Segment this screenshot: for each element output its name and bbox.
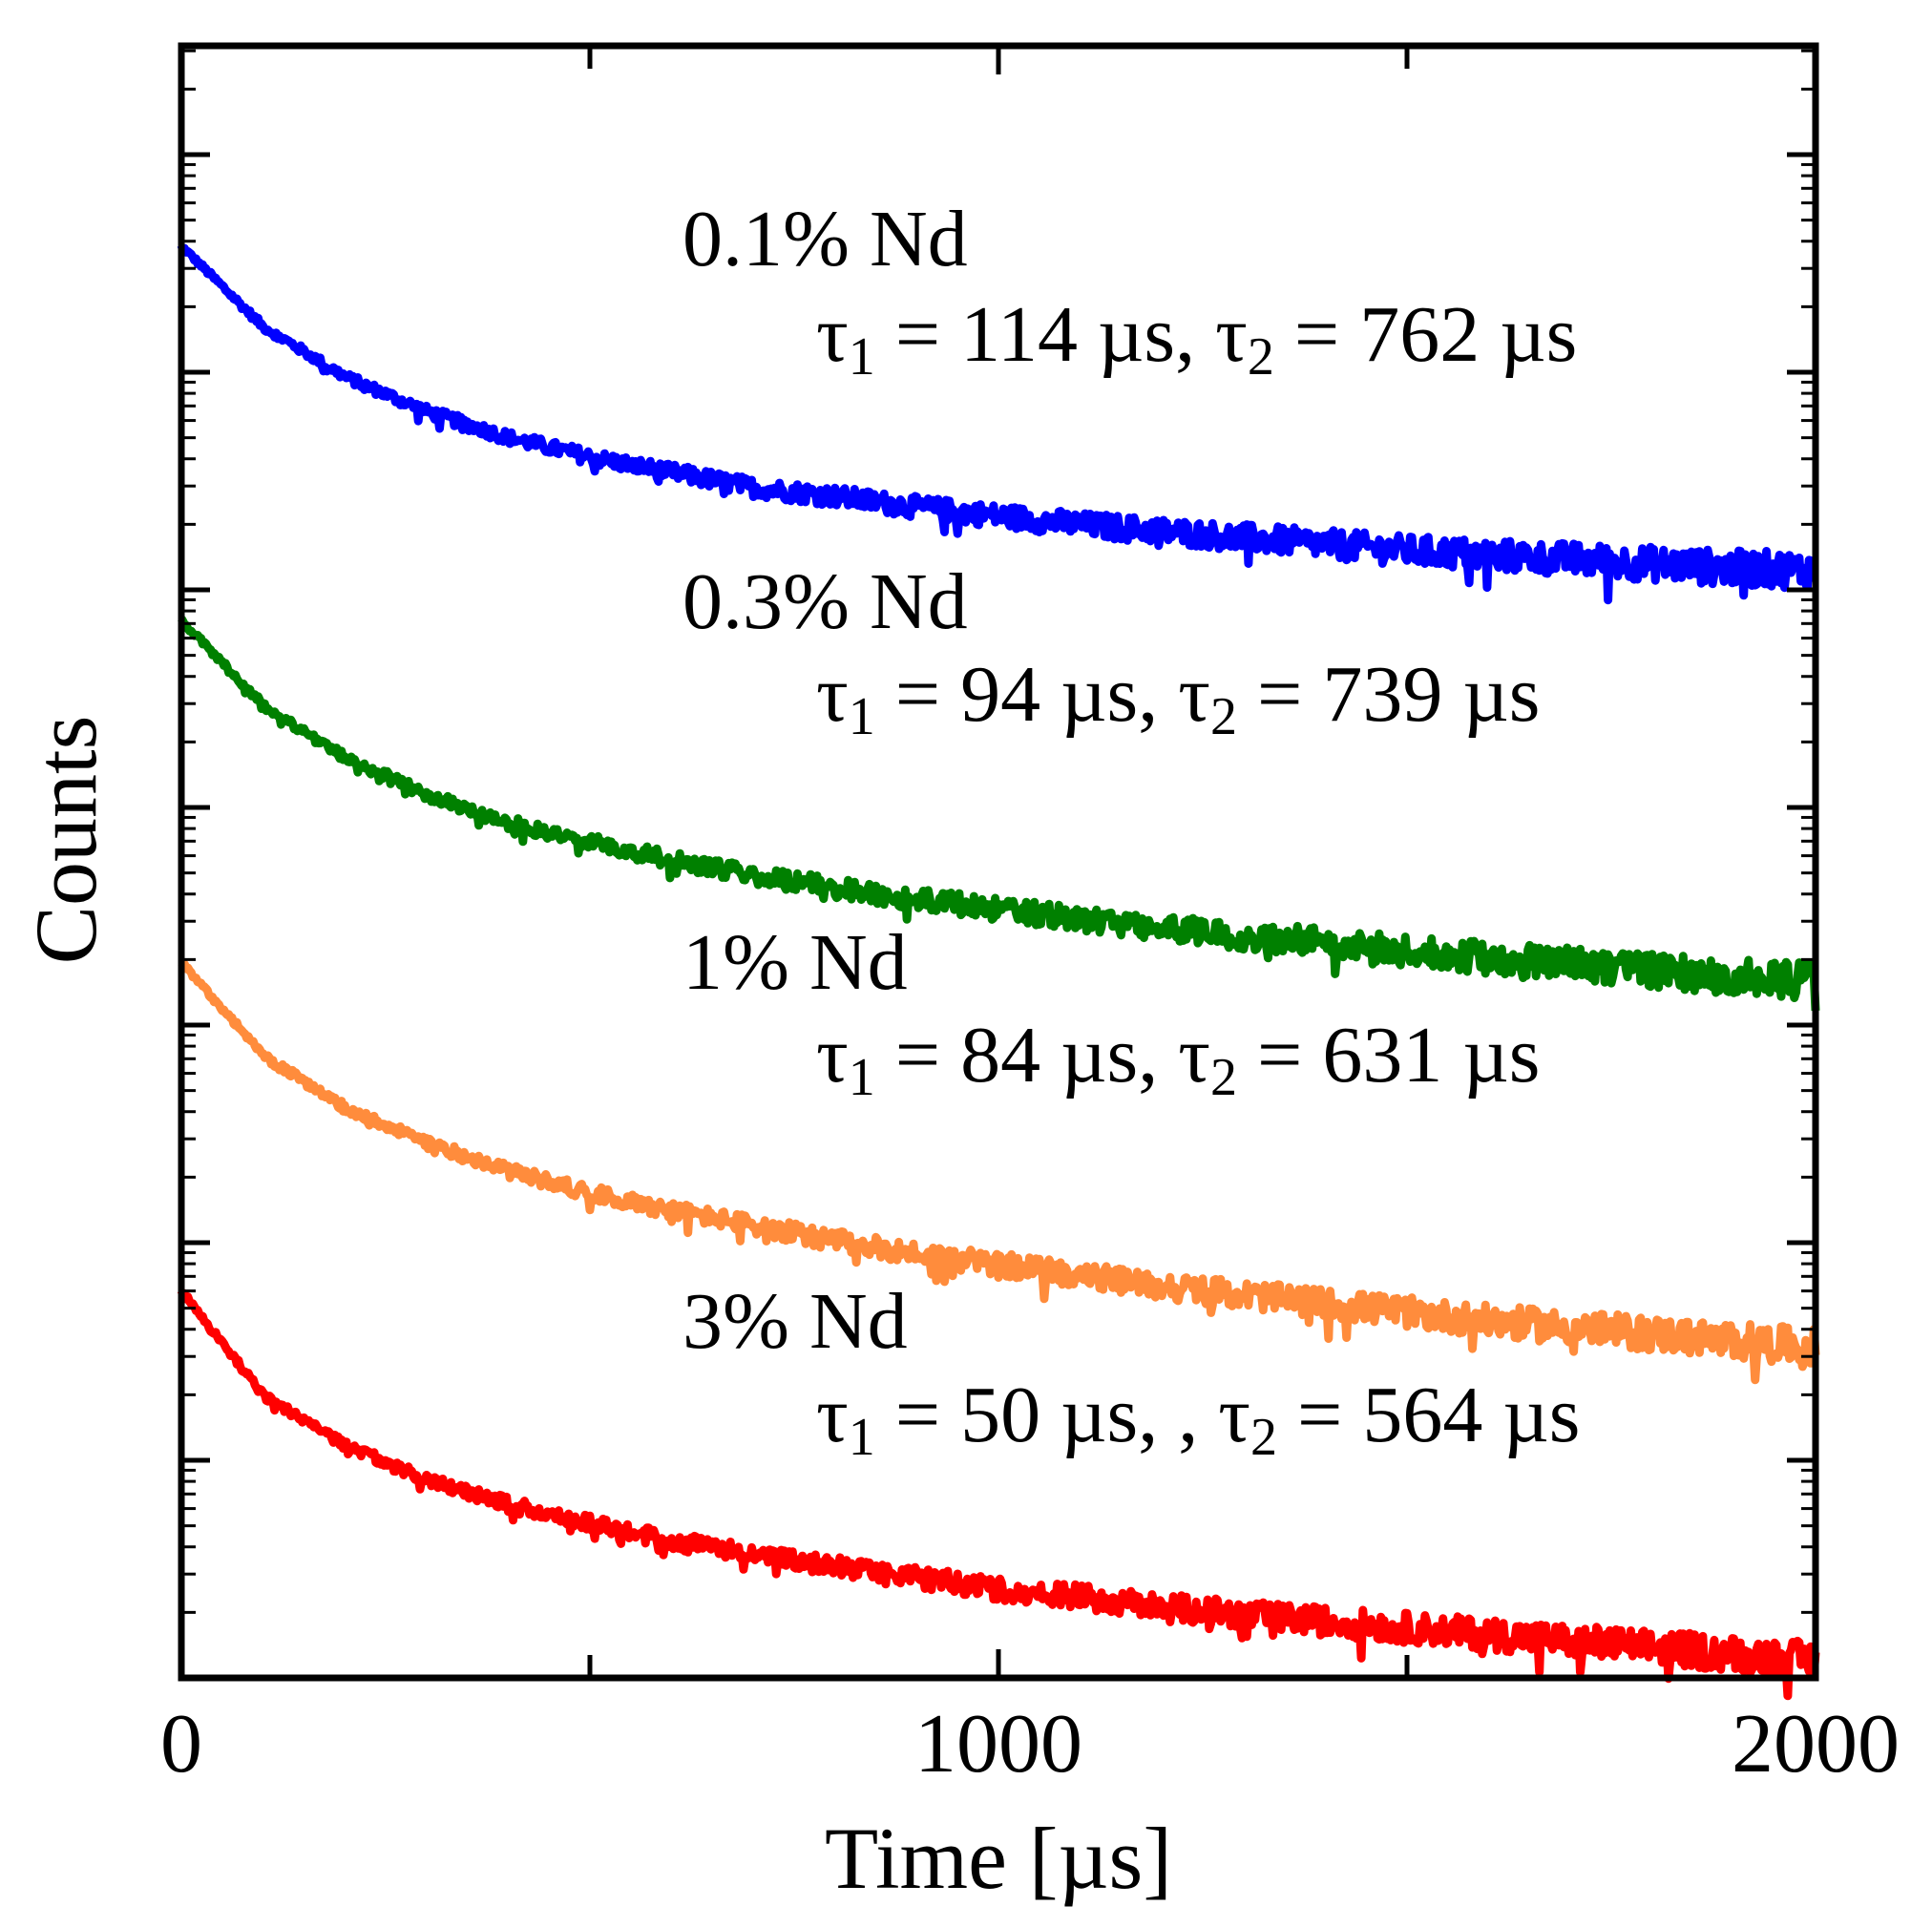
series-line-2 — [178, 959, 1820, 1385]
annotation-2: 1% Nd τ1 = 84 µs, τ2 = 631 µs — [682, 918, 1540, 1107]
annotation-3: 3% Nd τ1 = 50 µs, , τ2 = 564 µs — [682, 1277, 1580, 1467]
annotation-0: 0.1% Nd τ1 = 114 µs, τ2 = 762 µs — [682, 195, 1577, 387]
series-line-0 — [177, 243, 1818, 605]
x-tick-label-1000: 1000 — [914, 1698, 1082, 1791]
plot-frame — [178, 42, 1819, 1682]
annotation-label: 3% Nd — [682, 1277, 908, 1366]
series-line-1 — [178, 616, 1820, 1012]
annotation-label: 0.3% Nd — [682, 557, 968, 646]
annotation-label: 1% Nd — [682, 918, 908, 1007]
annotation-lifetimes: τ1 = 84 µs, τ2 = 631 µs — [816, 1011, 1540, 1107]
series-line-3 — [177, 1288, 1820, 1701]
x-tick-label-0: 0 — [160, 1698, 202, 1791]
annotation-lifetimes: τ1 = 114 µs, τ2 = 762 µs — [816, 290, 1577, 387]
annotation-lifetimes: τ1 = 94 µs, τ2 = 739 µs — [816, 650, 1540, 746]
x-tick-label-2000: 2000 — [1732, 1698, 1900, 1791]
annotation-lifetimes: τ1 = 50 µs, , τ2 = 564 µs — [816, 1371, 1580, 1467]
x-axis-title: Time [µs] — [825, 1810, 1172, 1907]
annotation-label: 0.1% Nd — [682, 195, 968, 283]
series-layer — [177, 243, 1820, 1701]
annotation-1: 0.3% Nd τ1 = 94 µs, τ2 = 739 µs — [682, 557, 1540, 746]
y-axis-title: Counts — [17, 716, 115, 965]
